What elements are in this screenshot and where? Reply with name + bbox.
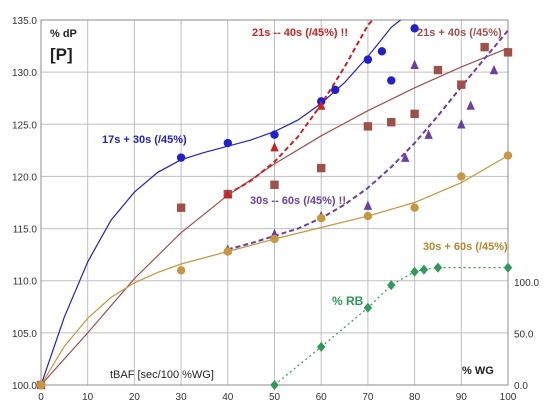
y-tick-label: 120.0 [12, 172, 37, 183]
x-tick-label: 60 [316, 392, 328, 403]
data-point-s1 [457, 80, 466, 89]
annotation-30s-60s-dashed: 30s -- 60s (/45%) !! [250, 195, 346, 207]
y2-tick-label: 0.0 [514, 381, 528, 392]
data-point-s1 [503, 48, 513, 57]
data-point-s0 [223, 138, 232, 148]
y-tick-label: 110.0 [13, 277, 38, 288]
annotation-21s-40s-dashed: 21s -- 40s (/45%) !! [252, 27, 348, 39]
data-point-s4 [363, 211, 373, 221]
x-tick-label: 0 [38, 392, 44, 403]
series-line-1 [40, 47, 509, 386]
y-tick-label: 130.0 [12, 68, 37, 79]
data-point-s3 [466, 100, 475, 110]
y-tick-label: 135.0 [12, 16, 37, 27]
y-tick-label: 125.0 [12, 120, 37, 131]
x-tick-label: 20 [129, 392, 141, 403]
series-line-2 [227, 19, 374, 196]
data-point-s0 [387, 76, 396, 85]
x-tick-label: 70 [362, 392, 374, 403]
data-point-s1 [270, 180, 279, 189]
data-point-s3 [401, 152, 410, 162]
x-axis-label-right: % WG [462, 365, 494, 377]
data-point-s1 [363, 122, 373, 131]
x-tick-label: 50 [269, 392, 281, 403]
grid-lines [40, 19, 509, 386]
data-point-s0 [410, 24, 419, 33]
y2-tick-label: 50.0 [514, 330, 534, 341]
x-tick-label: 80 [409, 392, 421, 403]
data-point-s1 [480, 42, 489, 52]
data-point-s5 [387, 280, 396, 291]
tick-labels: 100.0105.0110.0115.0120.0125.0130.0135.0… [12, 16, 539, 403]
data-point-s0 [176, 153, 186, 162]
data-point-s5 [503, 262, 513, 273]
data-point-s1 [387, 118, 396, 127]
data-point-s1 [410, 109, 419, 119]
data-point-s5 [410, 266, 419, 277]
x-axis-label-left: tBAF [sec/100 %WG] [110, 369, 214, 381]
data-points [36, 24, 513, 390]
x-tick-label: 40 [222, 392, 234, 403]
x-tick-label: 10 [82, 392, 94, 403]
data-point-s1 [176, 203, 186, 212]
data-point-s4 [503, 151, 513, 160]
data-point-s5 [270, 380, 279, 390]
data-point-s0 [270, 130, 279, 139]
data-point-s4 [410, 203, 419, 212]
data-point-s3 [363, 200, 373, 210]
data-point-s2 [270, 142, 279, 152]
y-axis-symbol-label: [P] [50, 45, 73, 64]
data-point-s4 [317, 213, 326, 223]
data-point-s4 [36, 380, 46, 390]
data-point-s3 [457, 119, 466, 129]
x-tick-label: 90 [456, 392, 468, 403]
data-point-s3 [410, 59, 419, 70]
y-tick-label: 105.0 [12, 329, 37, 340]
data-point-s4 [176, 266, 186, 275]
annotation-30s-60s: 30s + 60s (/45%) [423, 241, 508, 253]
data-point-s2 [317, 100, 326, 110]
y-tick-label: 100.0 [12, 381, 37, 392]
y-tick-label: 115.0 [13, 225, 38, 236]
annotation-21s-40s: 21s + 40s (/45%) [417, 27, 502, 39]
data-point-s4 [270, 234, 279, 244]
y-axis-unit-label: % dP [50, 28, 77, 40]
y2-tick-label: 100.0 [514, 278, 539, 289]
data-point-s0 [363, 55, 373, 64]
data-point-s5 [433, 262, 443, 273]
series-line-4 [40, 155, 509, 386]
data-point-s5 [317, 341, 326, 352]
data-point-s3 [424, 129, 433, 139]
rb-series-label: % RB [332, 294, 364, 308]
data-point-s1 [433, 65, 443, 75]
data-point-s5 [419, 264, 429, 275]
data-point-s0 [331, 85, 340, 95]
data-point-s0 [377, 47, 387, 56]
data-point-s4 [457, 172, 466, 181]
data-point-s5 [363, 302, 373, 313]
data-point-s4 [223, 247, 232, 256]
data-point-s1 [317, 163, 326, 173]
data-point-s3 [489, 64, 499, 75]
data-point-s2 [223, 188, 232, 199]
annotation-17s-30s: 17s + 30s (/45%) [102, 134, 187, 146]
x-tick-label: 30 [176, 392, 188, 403]
x-tick-label: 100 [500, 392, 517, 403]
